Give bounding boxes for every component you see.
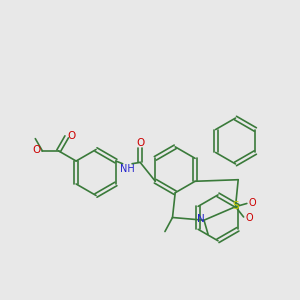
Text: O: O: [248, 198, 256, 208]
Text: O: O: [136, 138, 144, 148]
Text: O: O: [245, 213, 253, 223]
Text: NH: NH: [120, 164, 135, 174]
Text: N: N: [197, 214, 205, 224]
Text: O: O: [33, 145, 41, 155]
Text: O: O: [67, 130, 75, 140]
Text: S: S: [233, 201, 239, 211]
